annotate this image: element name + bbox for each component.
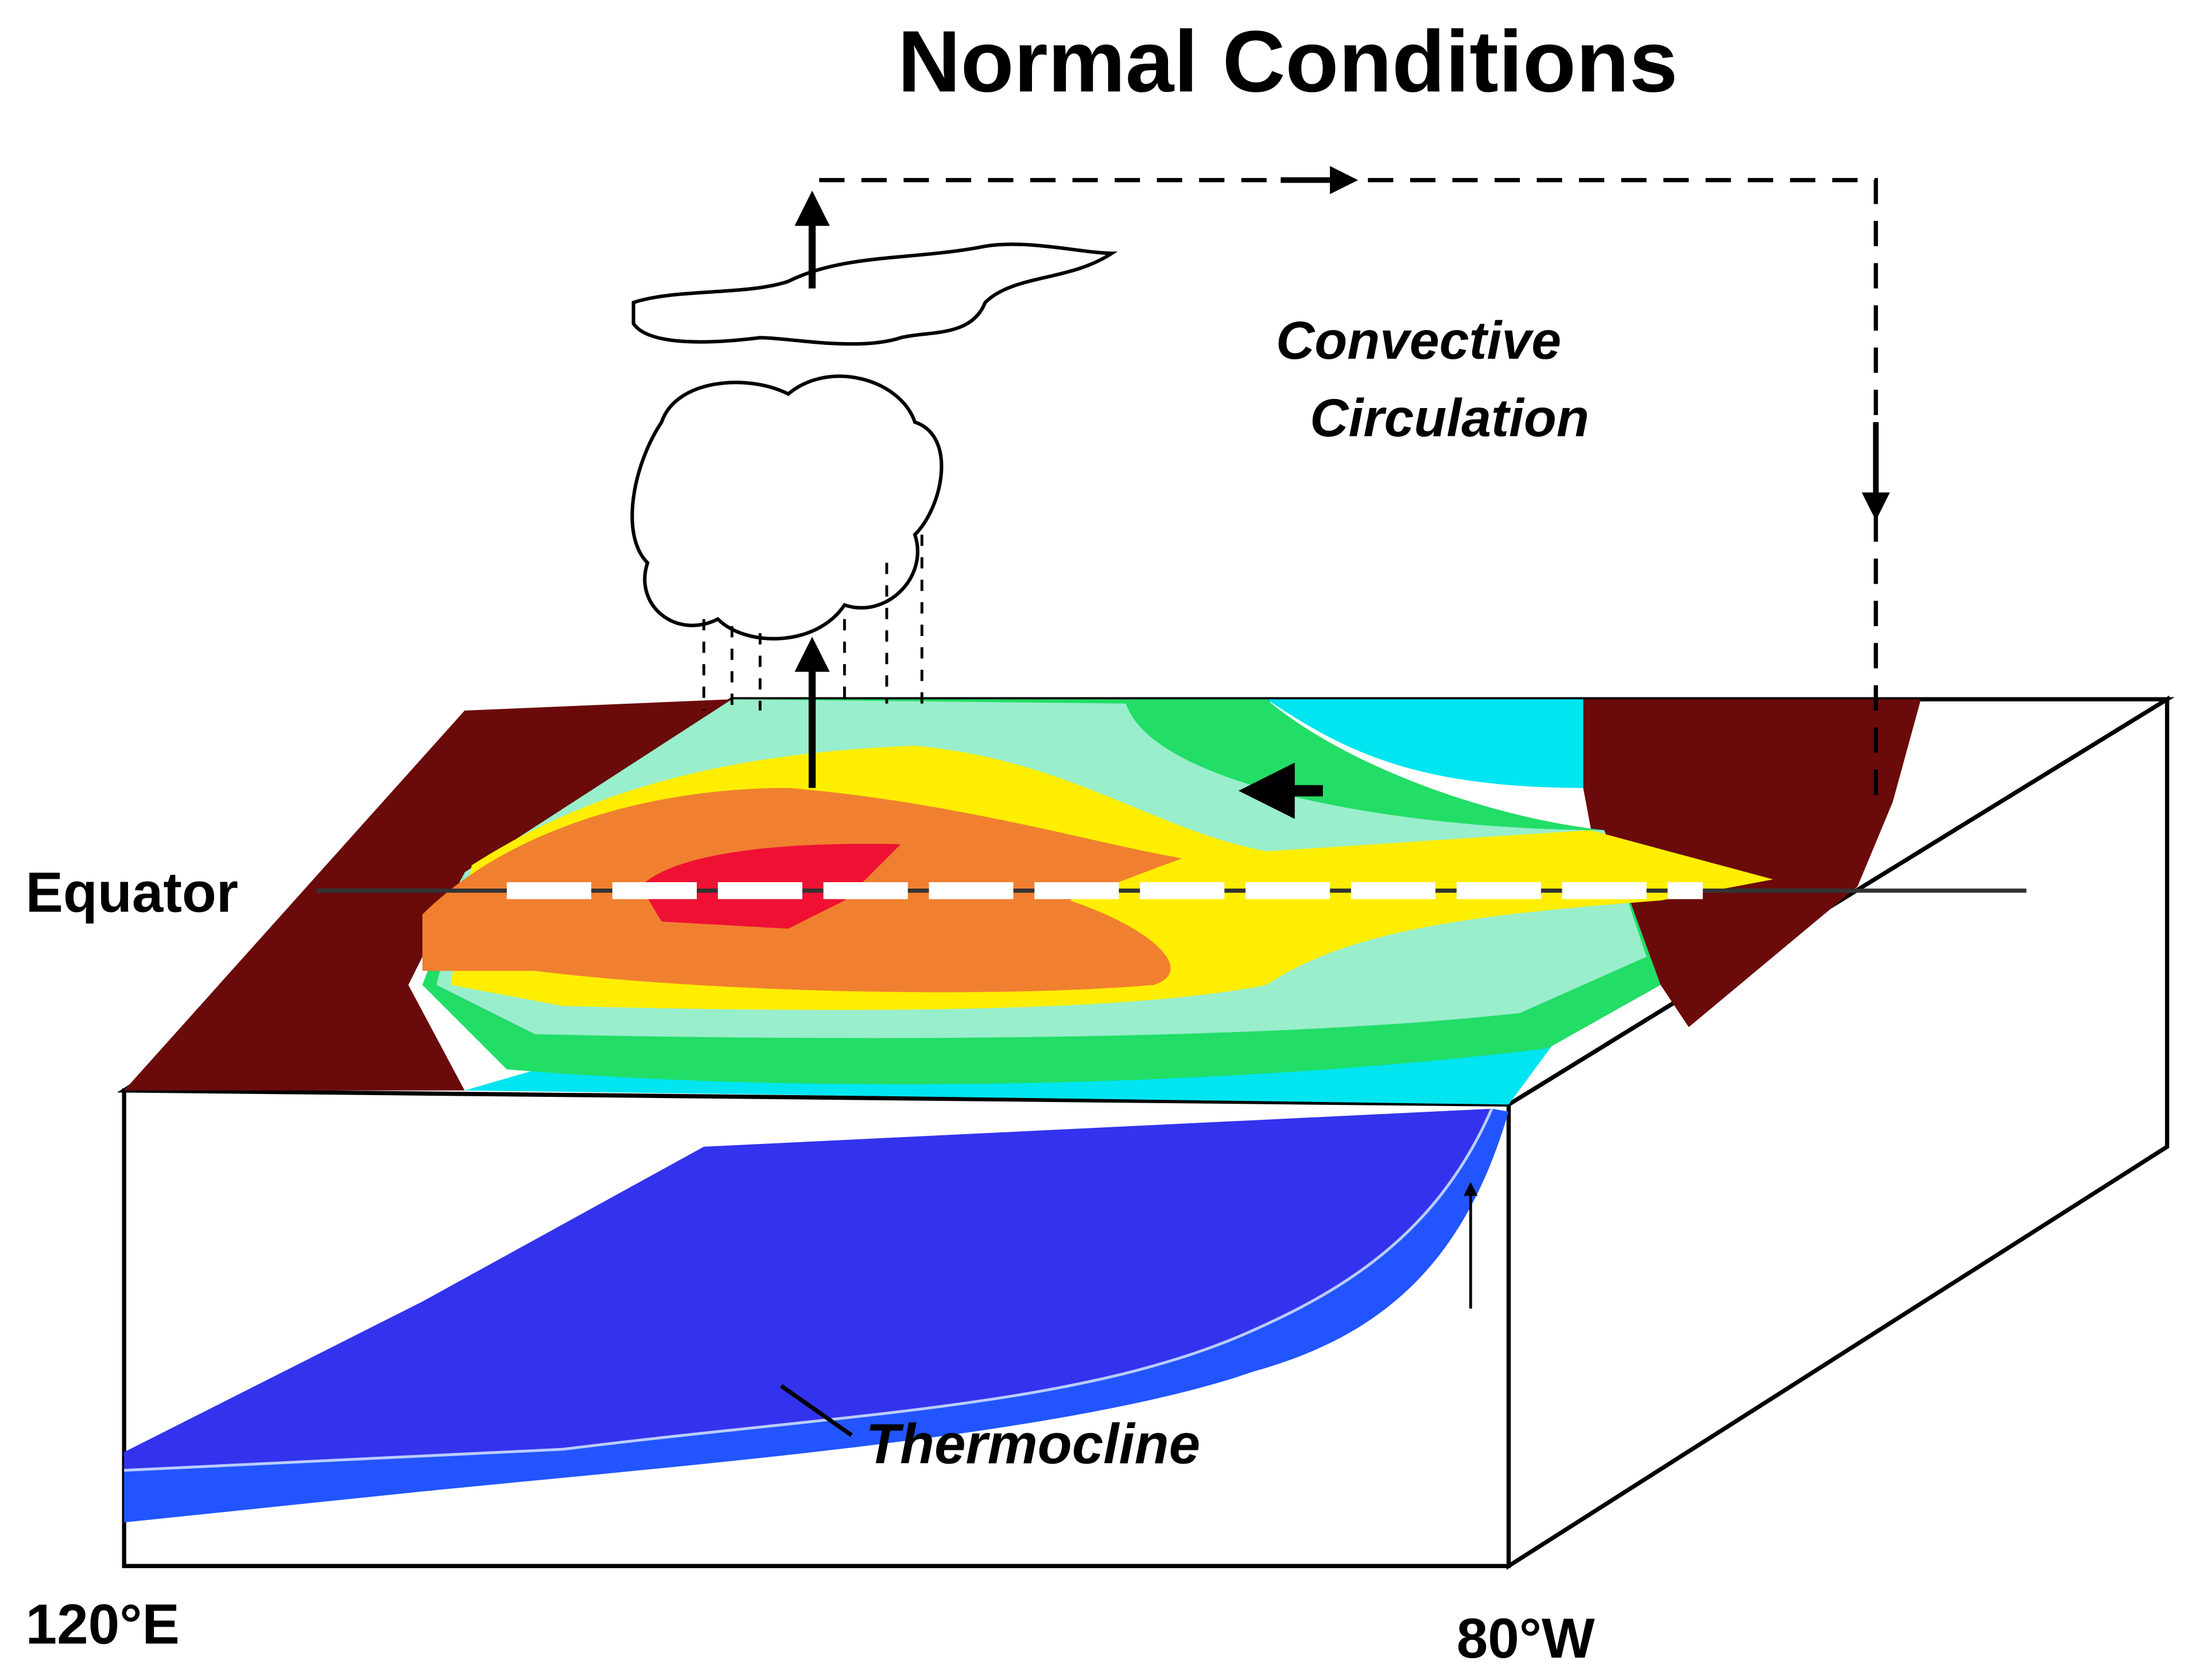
circulation-label: Circulation [1310,388,1589,448]
upper-layer [124,1108,1492,1471]
rain [702,534,923,711]
circulation-label: Convective [1276,311,1561,370]
equator-label: Equator [26,861,238,924]
thermocline-label: Thermocline [866,1412,1200,1475]
thermocline-band [124,1108,1509,1523]
cloud-anvil [631,242,1118,346]
sst-cyan-north [732,699,1584,788]
circulation-path [819,178,1878,802]
land-west [124,699,732,1091]
land-east [1583,699,1921,1027]
longitude-label: 120°E [26,1592,180,1655]
cloud-body [630,374,944,641]
thermocline-line [124,1108,1493,1472]
title: Normal Conditions [898,13,1678,110]
longitude-label: 80°W [1457,1607,1595,1670]
thermocline-pointer [779,1384,853,1437]
